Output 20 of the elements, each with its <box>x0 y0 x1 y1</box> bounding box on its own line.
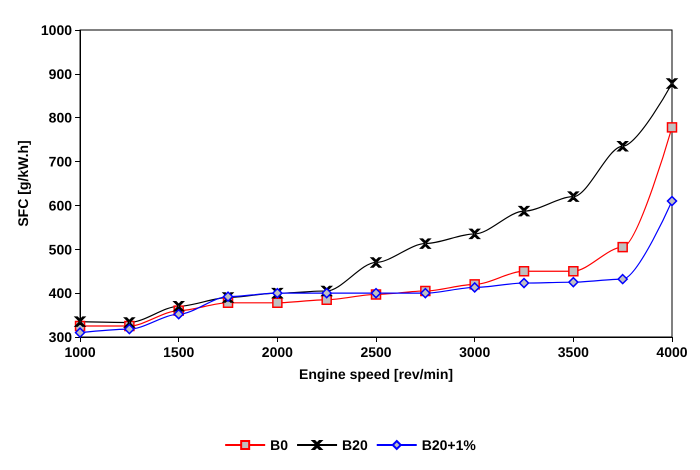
x-tick-label: 3500 <box>558 344 590 360</box>
y-tick-label: 900 <box>48 66 72 82</box>
x-axis-title: Engine speed [rev/min] <box>299 366 454 382</box>
x-tick-label: 4000 <box>656 344 688 360</box>
x-tick-label: 1000 <box>64 344 96 360</box>
y-tick-label: 800 <box>48 110 72 126</box>
y-tick-label: 1000 <box>40 22 72 38</box>
y-tick-label: 500 <box>48 241 72 258</box>
y-tick-label: 700 <box>48 154 72 170</box>
x-tick-label: 3000 <box>459 344 490 360</box>
legend-label: B20 <box>342 437 368 453</box>
legend-label: B20+1% <box>422 437 476 453</box>
y-axis-title: SFC [g/kW.h] <box>15 140 31 227</box>
y-tick-label: 600 <box>48 197 72 214</box>
legend-label: B0 <box>270 437 288 453</box>
x-tick-label: 1500 <box>163 344 194 360</box>
y-tick-label: 400 <box>48 285 72 302</box>
x-tick-label: 2000 <box>262 344 294 360</box>
x-tick-label: 2500 <box>360 344 392 360</box>
y-tick-label: 300 <box>48 329 72 345</box>
